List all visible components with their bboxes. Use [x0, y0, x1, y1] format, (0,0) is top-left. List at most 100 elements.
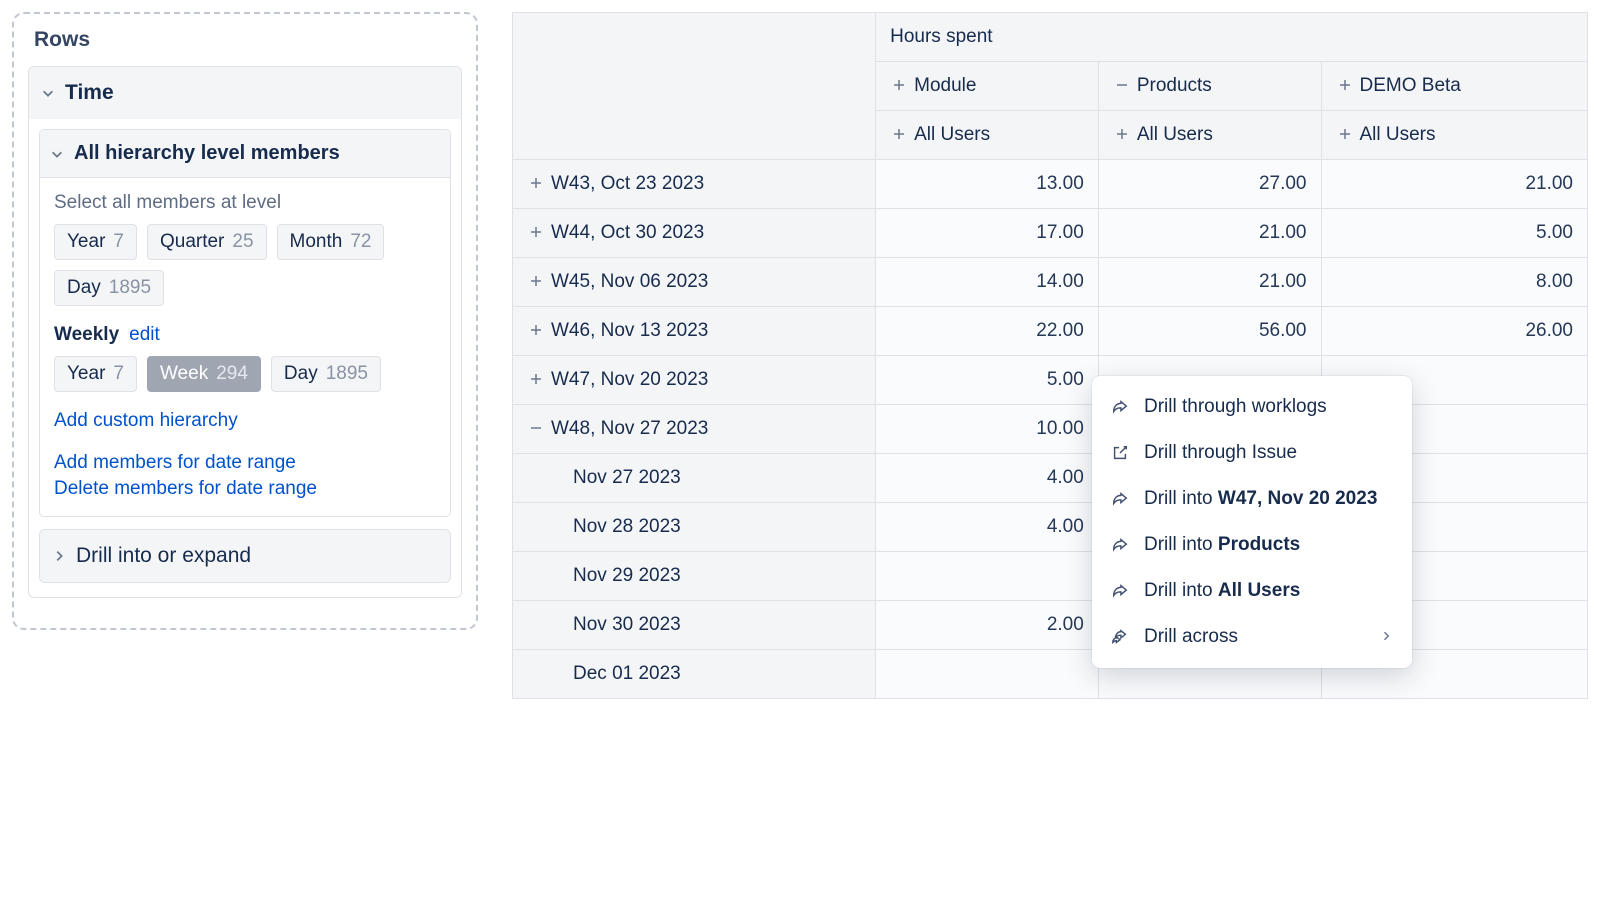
chevron-right-icon: [1380, 626, 1392, 648]
context-menu: Drill through worklogs Drill through Issu…: [1092, 376, 1412, 668]
external-link-icon: [1110, 443, 1130, 463]
chip-name: Day: [67, 277, 101, 299]
all-levels-header[interactable]: All hierarchy level members: [40, 130, 450, 178]
drill-icon: [1110, 627, 1130, 647]
column-header[interactable]: Products: [1098, 62, 1321, 111]
menu-item[interactable]: Drill across: [1092, 614, 1412, 660]
value-cell[interactable]: [876, 552, 1099, 601]
value-cell[interactable]: 17.00: [876, 209, 1099, 258]
chip-count: 1895: [326, 363, 368, 385]
menu-label: Drill through Issue: [1144, 442, 1297, 464]
drill-icon: [1110, 397, 1130, 417]
chip-name: Day: [284, 363, 318, 385]
menu-item[interactable]: Drill through Issue: [1092, 430, 1412, 476]
chip-name: Year: [67, 363, 105, 385]
collapse-icon[interactable]: [527, 419, 545, 437]
chip-name: Quarter: [160, 231, 224, 253]
row-label[interactable]: W45, Nov 06 2023: [513, 258, 876, 307]
expand-icon[interactable]: [1113, 125, 1131, 143]
chip-count: 72: [350, 231, 371, 253]
value-cell[interactable]: 4.00: [876, 454, 1099, 503]
value-cell[interactable]: [876, 650, 1099, 699]
row-label[interactable]: W43, Oct 23 2023: [513, 160, 876, 209]
time-label: Time: [65, 81, 114, 105]
value-cell[interactable]: 13.00: [876, 160, 1099, 209]
expand-icon[interactable]: [1336, 76, 1354, 94]
column-subheader[interactable]: All Users: [876, 111, 1099, 160]
drill-expand-label: Drill into or expand: [76, 544, 251, 568]
hours-spent-header: Hours spent: [876, 13, 1588, 62]
expand-icon[interactable]: [527, 272, 545, 290]
expand-icon[interactable]: [890, 125, 908, 143]
row-label[interactable]: Dec 01 2023: [513, 650, 876, 699]
value-cell[interactable]: 5.00: [1321, 209, 1588, 258]
report-table: Hours spent ModuleProductsDEMO Beta All …: [512, 12, 1588, 699]
level-chip-year[interactable]: Year7: [54, 356, 137, 392]
column-header[interactable]: Module: [876, 62, 1099, 111]
expand-icon[interactable]: [527, 321, 545, 339]
menu-item[interactable]: Drill through worklogs: [1092, 384, 1412, 430]
weekly-chips: Year7 Week294 Day 1895: [54, 356, 436, 392]
time-dimension-block: Time All hierarchy level members Select …: [28, 66, 462, 598]
rows-title: Rows: [34, 28, 462, 52]
level-chip-day[interactable]: Day 1895: [54, 270, 164, 306]
all-levels-block: All hierarchy level members Select all m…: [39, 129, 451, 517]
value-cell[interactable]: 5.00: [876, 356, 1099, 405]
level-chips: Year7 Quarter25 Month 72 Day 1895: [54, 224, 436, 306]
hierarchy-link[interactable]: Delete members for date range: [54, 478, 436, 500]
level-chip-week[interactable]: Week294: [147, 356, 261, 392]
value-cell[interactable]: 2.00: [876, 601, 1099, 650]
level-chip-day[interactable]: Day 1895: [271, 356, 381, 392]
value-cell[interactable]: 4.00: [876, 503, 1099, 552]
column-subheader[interactable]: All Users: [1098, 111, 1321, 160]
chip-name: Week: [160, 363, 208, 385]
expand-icon[interactable]: [527, 223, 545, 241]
row-label[interactable]: Nov 29 2023: [513, 552, 876, 601]
level-chip-quarter[interactable]: Quarter25: [147, 224, 267, 260]
chip-count: 1895: [109, 277, 151, 299]
weekly-edit-link[interactable]: edit: [129, 324, 160, 346]
corner-cell: [513, 13, 876, 160]
select-all-label: Select all members at level: [54, 192, 436, 214]
row-label[interactable]: Nov 28 2023: [513, 503, 876, 552]
collapse-icon[interactable]: [1113, 76, 1131, 94]
drill-icon: [1110, 535, 1130, 555]
expand-icon[interactable]: [527, 370, 545, 388]
value-cell[interactable]: 8.00: [1321, 258, 1588, 307]
hierarchy-link[interactable]: Add custom hierarchy: [54, 410, 436, 432]
expand-icon[interactable]: [890, 76, 908, 94]
expand-icon[interactable]: [1336, 125, 1354, 143]
rows-panel: Rows Time All hierarchy level members: [12, 12, 478, 630]
value-cell[interactable]: 10.00: [876, 405, 1099, 454]
row-label[interactable]: W46, Nov 13 2023: [513, 307, 876, 356]
row-label[interactable]: Nov 27 2023: [513, 454, 876, 503]
drill-expand-header[interactable]: Drill into or expand: [40, 530, 450, 582]
hierarchy-link[interactable]: Add members for date range: [54, 452, 436, 474]
menu-item[interactable]: Drill into W47, Nov 20 2023: [1092, 476, 1412, 522]
level-chip-month[interactable]: Month 72: [277, 224, 385, 260]
value-cell[interactable]: 26.00: [1321, 307, 1588, 356]
menu-label: Drill across: [1144, 626, 1238, 648]
column-subheader[interactable]: All Users: [1321, 111, 1588, 160]
column-header[interactable]: DEMO Beta: [1321, 62, 1588, 111]
value-cell[interactable]: 21.00: [1098, 209, 1321, 258]
value-cell[interactable]: 22.00: [876, 307, 1099, 356]
value-cell[interactable]: 56.00: [1098, 307, 1321, 356]
menu-label: Drill into All Users: [1144, 580, 1300, 602]
menu-item[interactable]: Drill into Products: [1092, 522, 1412, 568]
row-label[interactable]: W47, Nov 20 2023: [513, 356, 876, 405]
level-chip-year[interactable]: Year7: [54, 224, 137, 260]
value-cell[interactable]: 21.00: [1098, 258, 1321, 307]
all-levels-label: All hierarchy level members: [74, 142, 340, 165]
report-table-wrap: Hours spent ModuleProductsDEMO Beta All …: [512, 12, 1588, 699]
value-cell[interactable]: 21.00: [1321, 160, 1588, 209]
value-cell[interactable]: 27.00: [1098, 160, 1321, 209]
menu-item[interactable]: Drill into All Users: [1092, 568, 1412, 614]
time-header[interactable]: Time: [29, 67, 461, 119]
row-label[interactable]: Nov 30 2023: [513, 601, 876, 650]
row-label[interactable]: W44, Oct 30 2023: [513, 209, 876, 258]
expand-icon[interactable]: [527, 174, 545, 192]
value-cell[interactable]: 14.00: [876, 258, 1099, 307]
row-label[interactable]: W48, Nov 27 2023: [513, 405, 876, 454]
chip-name: Month: [290, 231, 343, 253]
